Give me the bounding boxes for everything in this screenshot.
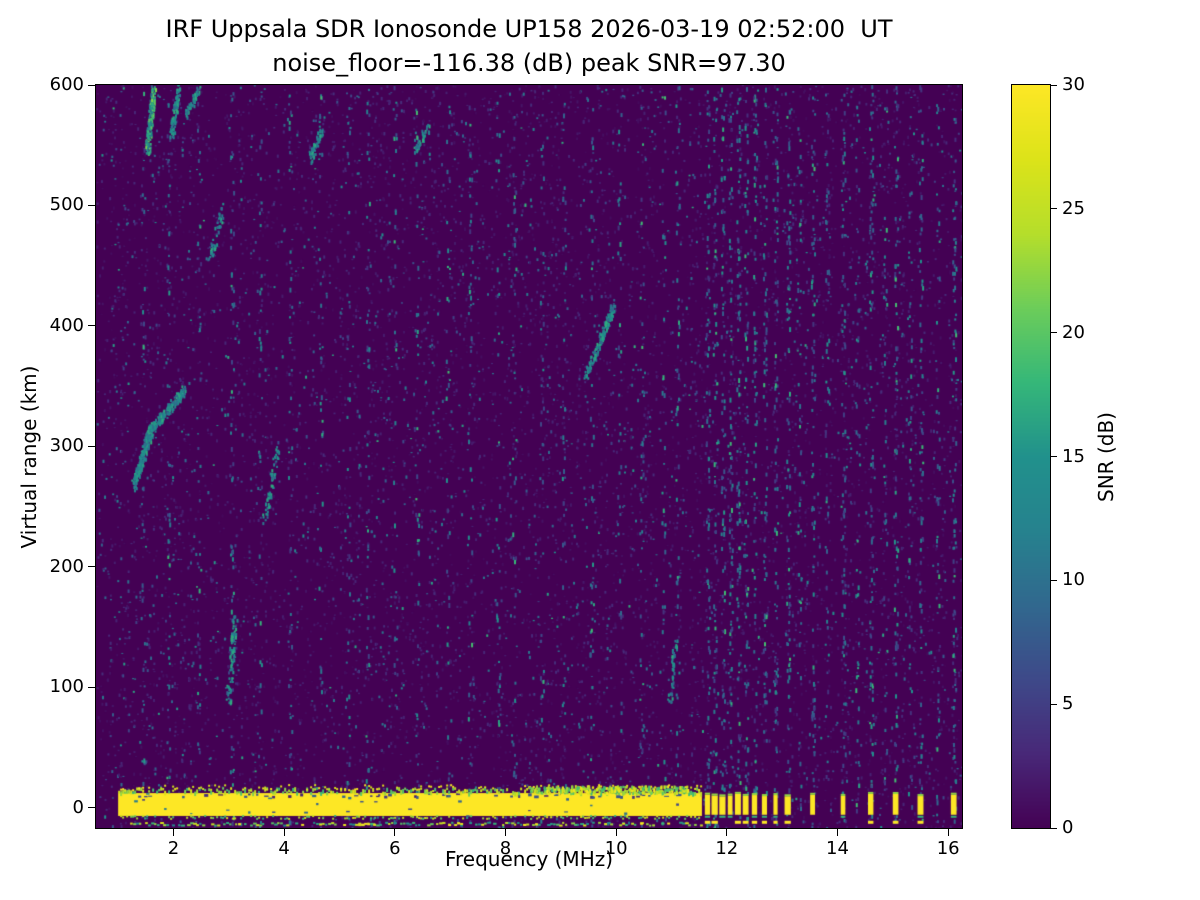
y-tick-label: 100	[49, 676, 84, 698]
x-tick-label: 16	[936, 838, 960, 859]
colorbar-tick-mark	[1051, 579, 1057, 581]
colorbar-tick-mark	[1051, 456, 1057, 457]
x-tick-mark	[947, 829, 949, 836]
colorbar-tick-mark	[1051, 84, 1057, 86]
colorbar-tick-mark	[1051, 332, 1057, 334]
chart-title-line2: noise_floor=-116.38 (dB) peak SNR=97.30	[272, 49, 786, 77]
x-tick-mark	[726, 829, 728, 836]
colorbar-tick-label: 10	[1062, 569, 1085, 591]
y-tick-mark	[88, 84, 95, 86]
y-tick-label: 0	[72, 796, 84, 818]
colorbar-tick-mark	[1051, 827, 1057, 829]
colorbar-tick-mark	[1051, 703, 1057, 705]
plot-area	[95, 84, 963, 829]
y-tick-mark	[88, 807, 95, 809]
y-tick-mark	[88, 204, 95, 206]
x-tick-label: 10	[604, 838, 628, 859]
x-tick-label: 8	[499, 838, 512, 859]
colorbar-tick-label: 30	[1062, 74, 1085, 95]
y-tick-label: 300	[49, 435, 84, 457]
chart-title-line1: IRF Uppsala SDR Ionosonde UP158 2026-03-…	[165, 15, 893, 43]
colorbar-tick-mark	[1051, 208, 1057, 210]
y-tick-label: 400	[49, 314, 84, 336]
colorbar-tick-label: 5	[1062, 693, 1074, 715]
x-tick-mark	[172, 829, 174, 836]
y-tick-label: 200	[49, 555, 84, 577]
x-tick-label: 12	[715, 838, 739, 859]
x-tick-label: 2	[167, 838, 180, 859]
y-tick-mark	[88, 445, 95, 447]
x-tick-mark	[615, 829, 617, 836]
colorbar-tick-label: 0	[1062, 817, 1074, 838]
colorbar-gradient	[1012, 85, 1050, 828]
x-axis-label: Frequency (MHz)	[444, 847, 614, 871]
x-tick-label: 4	[278, 838, 290, 859]
colorbar-tick-label: 20	[1062, 321, 1085, 343]
x-tick-mark	[836, 829, 838, 836]
x-tick-mark	[394, 829, 396, 836]
y-tick-mark	[88, 325, 95, 327]
y-tick-label: 500	[49, 194, 84, 216]
x-tick-label: 6	[389, 838, 401, 859]
y-tick-mark	[88, 566, 95, 568]
x-tick-label: 14	[826, 838, 849, 859]
y-tick-mark	[88, 686, 95, 688]
ionogram-heatmap	[96, 85, 962, 828]
x-tick-mark	[504, 829, 506, 836]
x-tick-mark	[283, 829, 285, 836]
colorbar-tick-label: 25	[1062, 197, 1085, 219]
y-tick-label: 600	[49, 74, 84, 95]
colorbar	[1011, 84, 1051, 829]
colorbar-tick-label: 15	[1062, 445, 1085, 467]
